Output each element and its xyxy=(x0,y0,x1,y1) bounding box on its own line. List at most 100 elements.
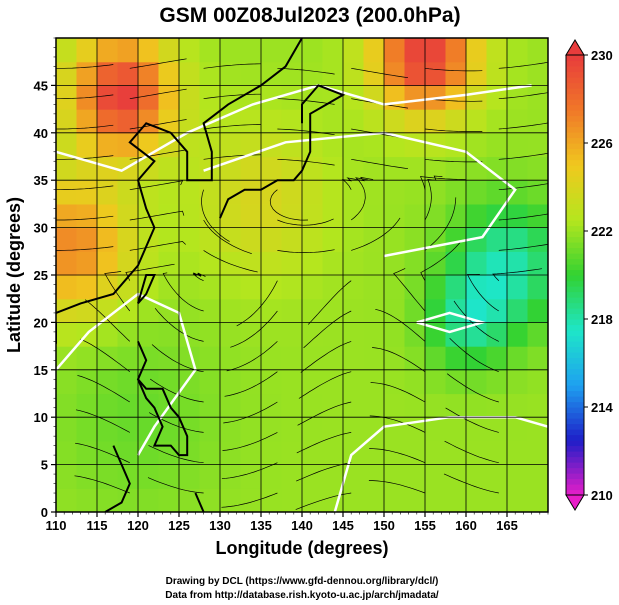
field-cell xyxy=(97,369,119,395)
field-cell xyxy=(363,393,385,418)
field-cell xyxy=(343,417,365,442)
field-cell xyxy=(302,464,324,489)
streamline xyxy=(147,477,204,494)
field-cell xyxy=(322,464,344,489)
field-cell xyxy=(527,38,548,63)
field-cell xyxy=(322,180,344,205)
field-cell xyxy=(527,488,548,512)
field-cell xyxy=(404,38,426,63)
field-cell xyxy=(343,38,365,63)
streamline xyxy=(56,493,57,494)
colorbar-segment xyxy=(566,71,584,78)
field-cell xyxy=(76,132,98,158)
field-cell xyxy=(199,488,221,512)
field-cell xyxy=(220,227,242,252)
field-cell xyxy=(117,109,139,134)
field-cell xyxy=(56,393,78,418)
field-cell xyxy=(302,417,324,442)
field-cell xyxy=(425,156,447,181)
colorbar-segment xyxy=(566,159,584,166)
field-cell xyxy=(56,203,78,229)
field-cell xyxy=(199,393,221,418)
streamline xyxy=(351,67,409,79)
y-tick-label: 5 xyxy=(41,458,48,473)
field-cell xyxy=(363,251,385,276)
field-cell xyxy=(527,132,548,158)
field-cell xyxy=(507,298,529,323)
field-cell xyxy=(138,132,160,158)
field-cell xyxy=(240,393,262,418)
colorbar-segment xyxy=(566,132,584,139)
streamline xyxy=(221,492,278,508)
field-cell xyxy=(363,132,385,158)
field-cell xyxy=(384,417,406,442)
colorbar-tick-label: 230 xyxy=(591,48,613,63)
field-cell xyxy=(302,109,324,134)
colorbar-segment xyxy=(566,302,584,309)
streamline xyxy=(420,240,462,281)
streamline xyxy=(203,250,258,273)
field-cell xyxy=(179,132,201,158)
field-cell xyxy=(466,227,488,252)
streamline xyxy=(498,213,548,221)
streamline xyxy=(201,189,230,242)
field-cell xyxy=(322,109,344,134)
streamline xyxy=(74,475,130,494)
colorbar-segment xyxy=(566,330,584,337)
field-cell xyxy=(158,440,180,466)
streamline xyxy=(75,409,130,433)
field-cell xyxy=(56,440,78,466)
streamline xyxy=(498,61,548,69)
field-cell xyxy=(158,417,180,442)
streamline xyxy=(224,371,278,397)
field-cell xyxy=(425,298,447,323)
colorbar-tick-label: 210 xyxy=(591,488,613,503)
field-cell xyxy=(384,298,406,323)
field-cell xyxy=(76,440,98,466)
streamline xyxy=(154,307,204,342)
contour-line xyxy=(56,84,532,173)
streamline xyxy=(277,67,335,75)
field-cell xyxy=(261,275,283,300)
colorbar-segment xyxy=(566,77,584,84)
field-cell xyxy=(76,275,98,300)
colorbar-segment xyxy=(566,407,584,414)
colorbar-segment xyxy=(566,346,584,353)
field-cell xyxy=(97,85,119,110)
field-cell xyxy=(486,322,508,347)
colorbar-segment xyxy=(566,181,584,188)
streamline xyxy=(269,189,309,221)
streamline xyxy=(498,243,548,251)
y-tick-label: 20 xyxy=(34,315,48,330)
colorbar-segment xyxy=(566,368,584,375)
field-cell xyxy=(486,298,508,323)
field-cell xyxy=(281,203,303,229)
field-cell xyxy=(322,417,344,442)
field-cell xyxy=(220,393,242,418)
field-cell xyxy=(199,417,221,442)
x-tick-label: 135 xyxy=(250,518,272,533)
streamline xyxy=(444,440,499,464)
field-cell xyxy=(425,61,447,86)
y-axis-title: Latitude (degrees) xyxy=(4,197,24,353)
field-cell xyxy=(117,203,139,229)
field-cell xyxy=(486,464,508,489)
streamline xyxy=(129,149,187,160)
coastline xyxy=(56,38,346,512)
field-cell xyxy=(220,346,242,371)
field-cell xyxy=(302,346,324,371)
field-cell xyxy=(343,61,365,86)
coastline-segment xyxy=(104,445,131,512)
field-cell xyxy=(220,417,242,442)
y-tick-label: 10 xyxy=(34,410,48,425)
field-cell xyxy=(404,464,426,489)
field-cell xyxy=(384,369,406,395)
field-cell xyxy=(486,227,508,252)
field-cell xyxy=(199,227,221,252)
streamline xyxy=(277,218,334,226)
colorbar-segment xyxy=(566,55,584,62)
y-tick-label: 40 xyxy=(34,126,48,141)
colorbar-segment xyxy=(566,374,584,381)
streamline xyxy=(296,432,352,454)
